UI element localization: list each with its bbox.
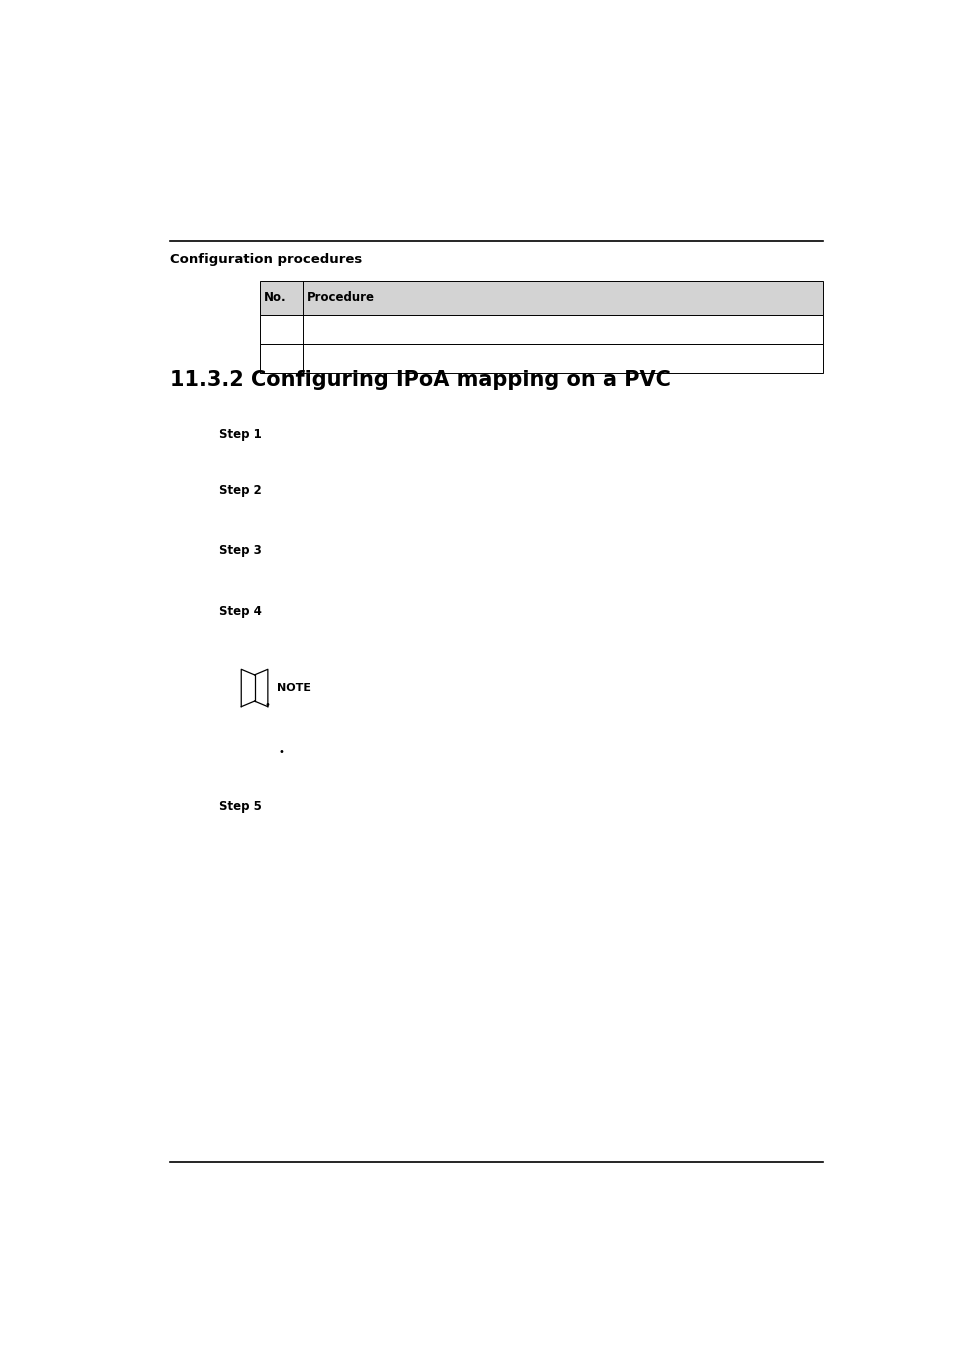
- Text: NOTE: NOTE: [276, 683, 311, 693]
- Text: •: •: [278, 748, 285, 757]
- Bar: [259, 315, 822, 344]
- Bar: [259, 281, 822, 315]
- Text: •: •: [265, 699, 271, 710]
- Text: Step 3: Step 3: [219, 544, 261, 558]
- Text: Procedure: Procedure: [307, 292, 375, 304]
- Text: No.: No.: [264, 292, 287, 304]
- Text: Configuration procedures: Configuration procedures: [170, 252, 361, 266]
- Bar: [259, 344, 822, 373]
- Text: Step 5: Step 5: [219, 801, 262, 813]
- Text: 11.3.2 Configuring IPoA mapping on a PVC: 11.3.2 Configuring IPoA mapping on a PVC: [170, 370, 670, 390]
- Text: Step 2: Step 2: [219, 485, 261, 497]
- Text: Step 4: Step 4: [219, 605, 262, 617]
- Text: Step 1: Step 1: [219, 428, 261, 441]
